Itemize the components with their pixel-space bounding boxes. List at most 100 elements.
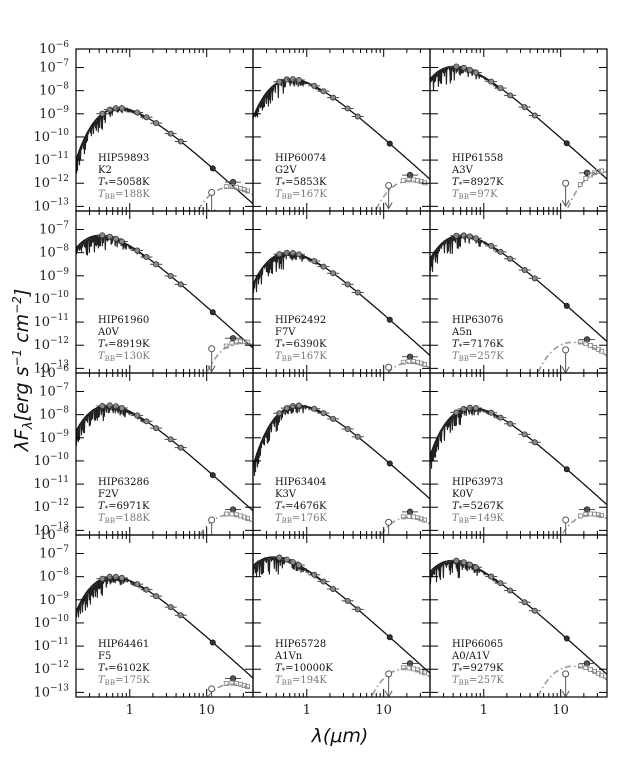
plot-area bbox=[430, 232, 607, 373]
tbb-label: TBB=188K bbox=[98, 189, 150, 201]
ir-spectrum-point bbox=[245, 339, 251, 345]
upper-limit-arrow bbox=[384, 202, 393, 210]
photometry-point bbox=[295, 76, 302, 83]
photometry-point bbox=[153, 593, 160, 600]
tstar-value: =8927K bbox=[462, 177, 504, 188]
upper-limit-point bbox=[385, 182, 393, 190]
star-id-label: HIP64461 bbox=[98, 639, 149, 650]
photometry-point bbox=[177, 612, 184, 619]
photometry-point bbox=[497, 414, 504, 421]
photometry-point bbox=[344, 105, 351, 112]
upper-limit-point bbox=[562, 179, 570, 187]
panel-hip63286: 10−610−710−810−910−1010−1110−1210−13HIP6… bbox=[33, 372, 254, 543]
tstar-value: =8919K bbox=[108, 339, 150, 350]
photometry-point bbox=[354, 289, 361, 296]
y-tick-label-base: 10 bbox=[33, 639, 50, 654]
tstar-symbol: T bbox=[452, 177, 460, 188]
photometry-point bbox=[276, 410, 283, 417]
ir-spectrum-point bbox=[400, 514, 406, 520]
y-tick-label-base: 10 bbox=[33, 361, 50, 376]
mir-photometry-point bbox=[563, 302, 570, 309]
photometry-point bbox=[134, 412, 141, 419]
photometry-point bbox=[311, 82, 318, 89]
tstar-value: =9279K bbox=[462, 663, 504, 674]
tstar-symbol: T bbox=[98, 339, 106, 350]
star-id-label: HIP63973 bbox=[452, 477, 503, 488]
panel-hip61960: 10−610−710−810−910−1010−1110−1210−13HIP6… bbox=[33, 210, 254, 381]
x-tick-label: 1 bbox=[303, 703, 311, 718]
tstar-symbol: T bbox=[98, 663, 106, 674]
photometry-point bbox=[453, 63, 460, 70]
photometry-point bbox=[344, 597, 351, 604]
y-tick-label-exp: −12 bbox=[50, 498, 69, 508]
y-tick-label-base: 10 bbox=[33, 454, 50, 469]
ir-spectrum-point bbox=[406, 177, 412, 183]
tbb-sub: BB bbox=[105, 679, 115, 687]
upper-limit-arrow bbox=[385, 384, 392, 390]
ir-spectrum-point bbox=[422, 670, 428, 676]
y-tick-label-exp: −6 bbox=[56, 364, 70, 374]
tstar-symbol: T bbox=[275, 177, 283, 188]
y-tick-label-exp: −10 bbox=[50, 614, 69, 624]
tstar-value: =6390K bbox=[285, 339, 327, 350]
ir-spectrum-point bbox=[245, 188, 251, 194]
y-tick-label: 10−12 bbox=[33, 660, 69, 677]
tbb-value: =188K bbox=[115, 513, 150, 524]
y-tick-label: 10−9 bbox=[39, 267, 69, 284]
y-tick-label: 10−11 bbox=[33, 151, 69, 168]
tbb-label: TBB=97K bbox=[452, 189, 498, 201]
y-tick-label-base: 10 bbox=[39, 246, 56, 261]
upper-limit-arrow bbox=[385, 539, 392, 545]
plot-area bbox=[430, 557, 607, 697]
tstar-label: T*=10000K bbox=[275, 663, 333, 675]
tbb-sub: BB bbox=[105, 193, 115, 201]
plot-area bbox=[76, 105, 253, 211]
excess-point bbox=[583, 660, 591, 667]
tbb-sub: BB bbox=[459, 193, 469, 201]
tbb-value: =149K bbox=[469, 513, 504, 524]
ir-spectrum-point bbox=[577, 339, 583, 345]
tbb-label: TBB=176K bbox=[275, 513, 327, 525]
spectral-type-label: K2 bbox=[98, 165, 112, 176]
y-tick-label-base: 10 bbox=[39, 431, 56, 446]
y-tick-label-exp: −11 bbox=[50, 313, 69, 323]
photometry-point bbox=[507, 92, 514, 99]
photometry-point bbox=[497, 580, 504, 587]
y-tick-label: 10−8 bbox=[39, 406, 69, 423]
plot-area bbox=[76, 402, 253, 535]
ir-spectrum-point bbox=[223, 184, 229, 190]
dust-blackbody bbox=[536, 665, 607, 697]
star-id-label: HIP63286 bbox=[98, 477, 149, 488]
spectral-type-label: F5 bbox=[98, 651, 111, 662]
photometry-point bbox=[153, 425, 160, 432]
photometry-point bbox=[354, 113, 361, 120]
photometry-point bbox=[118, 105, 125, 112]
ir-spectrum-point bbox=[422, 361, 428, 367]
dust-blackbody bbox=[560, 514, 607, 535]
y-tick-label-exp: −8 bbox=[56, 568, 70, 578]
spectral-type-label: K3V bbox=[275, 489, 297, 500]
photometry-point bbox=[466, 233, 473, 240]
spectral-type-label: A5n bbox=[451, 327, 473, 338]
y-tick-label-exp: −9 bbox=[56, 429, 70, 439]
ir-spectrum-point bbox=[400, 665, 406, 671]
ir-spectrum-point bbox=[418, 516, 424, 522]
y-tick-label-base: 10 bbox=[33, 477, 50, 492]
dust-blackbody bbox=[565, 170, 607, 211]
photometry-point bbox=[177, 281, 184, 288]
tstar-value: =5058K bbox=[108, 177, 150, 188]
plot-area bbox=[430, 404, 607, 535]
tbb-symbol: T bbox=[98, 513, 106, 524]
x-tick-label: 10 bbox=[198, 703, 215, 718]
photosphere-model bbox=[253, 252, 430, 356]
photometry-point bbox=[460, 232, 467, 239]
tbb-value: =175K bbox=[115, 675, 150, 686]
photometry-point bbox=[472, 564, 479, 571]
tbb-value: =167K bbox=[292, 351, 327, 362]
y-tick-label: 10−9 bbox=[39, 429, 69, 446]
y-tick-label: 10−10 bbox=[33, 290, 69, 307]
tbb-symbol: T bbox=[98, 675, 106, 686]
tstar-value: =6971K bbox=[108, 501, 150, 512]
spectral-type-label: F7V bbox=[275, 327, 296, 338]
